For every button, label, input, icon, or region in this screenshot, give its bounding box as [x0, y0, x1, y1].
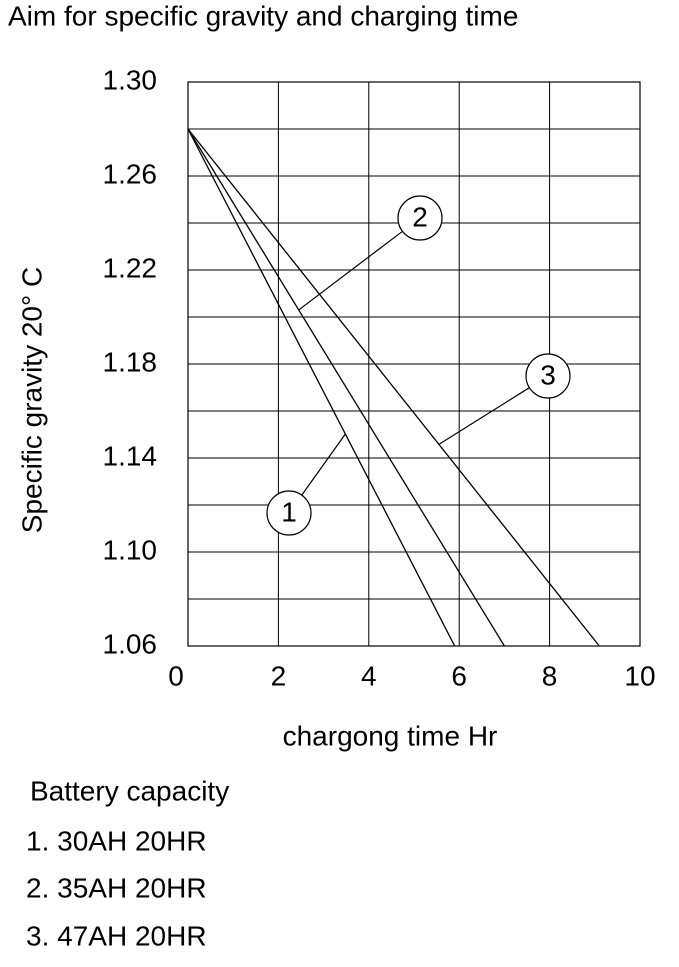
y-tick-label: 1.14 [103, 440, 158, 471]
leader-line [298, 230, 403, 311]
series-line [187, 128, 456, 647]
series-label: 3 [540, 359, 556, 390]
x-tick-label: 2 [271, 660, 287, 691]
y-axis-label: Specific gravity 20° C [16, 267, 47, 533]
x-tick-label: 6 [451, 660, 467, 691]
y-tick-label: 1.26 [103, 158, 158, 189]
label-circle [266, 490, 312, 536]
note: 1. 30AH 20HR [26, 825, 207, 856]
label-circle [397, 195, 443, 241]
y-tick-label: 1.18 [103, 346, 158, 377]
leader-line [438, 387, 530, 445]
y-tick-label: 1.10 [103, 534, 158, 565]
series-label: 2 [412, 201, 428, 232]
x-tick-label: 0 [168, 660, 184, 691]
x-axis-label: chargong time Hr [283, 720, 498, 751]
chart-title: Aim for specific gravity and charging ti… [8, 0, 518, 31]
note: Battery capacity [30, 775, 229, 806]
series-label: 1 [281, 496, 297, 527]
series-line [187, 128, 505, 647]
y-tick-label: 1.22 [103, 252, 158, 283]
series-line [187, 128, 600, 647]
y-tick-label: 1.06 [103, 628, 158, 659]
x-tick-label: 4 [361, 660, 377, 691]
leader-line [301, 433, 346, 496]
label-circle [525, 353, 571, 399]
x-tick-label: 10 [624, 660, 655, 691]
y-tick-label: 1.30 [103, 64, 158, 95]
note: 2. 35AH 20HR [26, 872, 207, 903]
plot-frame [187, 81, 641, 647]
note: 3. 47AH 20HR [26, 920, 207, 951]
x-tick-label: 8 [542, 660, 558, 691]
